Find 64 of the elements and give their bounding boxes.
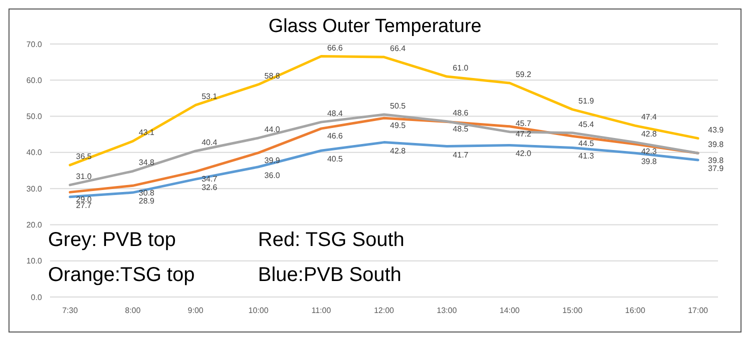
- x-tick-label: 8:00: [125, 306, 142, 315]
- y-tick-label: 50.0: [26, 112, 43, 122]
- data-label: 32.6: [202, 183, 218, 192]
- y-tick-label: 60.0: [26, 76, 43, 85]
- data-label: 30.8: [138, 188, 155, 198]
- data-label: 42.0: [516, 149, 532, 158]
- data-label: 44.5: [578, 139, 595, 148]
- data-label: 45.7: [516, 118, 532, 128]
- data-label: 37.9: [708, 164, 724, 174]
- y-tick-label: 20.0: [26, 220, 43, 230]
- data-label: 39.9: [264, 156, 281, 165]
- annotation: Orange:TSG top: [48, 264, 195, 286]
- data-label: 44.0: [264, 124, 281, 134]
- data-label: 47.2: [516, 129, 532, 138]
- data-label: 39.8: [708, 140, 724, 150]
- data-label: 47.4: [641, 112, 658, 122]
- data-label: 49.5: [390, 121, 406, 130]
- data-label: 39.8: [708, 156, 724, 166]
- data-label: 40.4: [202, 138, 218, 147]
- x-tick-label: 10:00: [248, 306, 269, 315]
- data-label: 48.5: [452, 124, 469, 134]
- data-label: 42.8: [641, 129, 658, 138]
- y-tick-label: 0.0: [30, 292, 43, 302]
- data-label: 48.6: [452, 108, 469, 118]
- data-label: 41.3: [578, 152, 595, 161]
- x-tick-label: 7:30: [62, 306, 78, 315]
- x-tick-label: 16:00: [625, 306, 646, 315]
- data-label: 36.5: [76, 152, 92, 162]
- data-label: 59.2: [516, 70, 532, 80]
- line-series: [68, 55, 700, 166]
- x-tick-label: 15:00: [562, 306, 583, 315]
- annotation: Blue:PVB South: [258, 264, 402, 286]
- data-label: 42.8: [390, 146, 406, 156]
- y-tick-label: 30.0: [26, 184, 43, 194]
- x-tick-label: 17:00: [688, 306, 709, 315]
- chart-title: Glass Outer Temperature: [268, 16, 482, 37]
- data-label: 40.5: [327, 154, 344, 164]
- y-tick-label: 40.0: [26, 148, 43, 158]
- data-label: 27.7: [76, 200, 92, 210]
- data-label: 43.9: [708, 125, 724, 134]
- data-label: 46.6: [327, 132, 344, 141]
- data-label: 66.4: [390, 44, 406, 54]
- x-tick-label: 14:00: [500, 306, 520, 315]
- y-tick-label: 70.0: [26, 40, 43, 49]
- data-label: 28.9: [138, 196, 155, 206]
- data-label: 45.4: [578, 120, 595, 129]
- x-tick-label: 13:00: [436, 306, 458, 315]
- data-label: 36.0: [264, 170, 281, 180]
- data-label: 34.8: [138, 158, 155, 168]
- data-label: 51.9: [578, 96, 595, 106]
- data-label: 61.0: [452, 64, 469, 73]
- data-label: 48.4: [327, 109, 344, 118]
- x-tick-label: 12:00: [374, 306, 395, 315]
- data-label: 66.6: [327, 43, 344, 52]
- x-tick-label: 11:00: [311, 306, 332, 315]
- y-tick-label: 10.0: [26, 256, 43, 266]
- data-label: 53.1: [202, 92, 218, 102]
- annotation: Grey: PVB top: [48, 229, 176, 251]
- data-label: 31.0: [76, 172, 92, 181]
- annotation: Red: TSG South: [258, 229, 404, 251]
- data-label: 39.8: [641, 157, 658, 166]
- data-label: 41.7: [452, 150, 469, 160]
- data-label: 50.5: [390, 101, 406, 110]
- x-tick-label: 9:00: [188, 306, 204, 315]
